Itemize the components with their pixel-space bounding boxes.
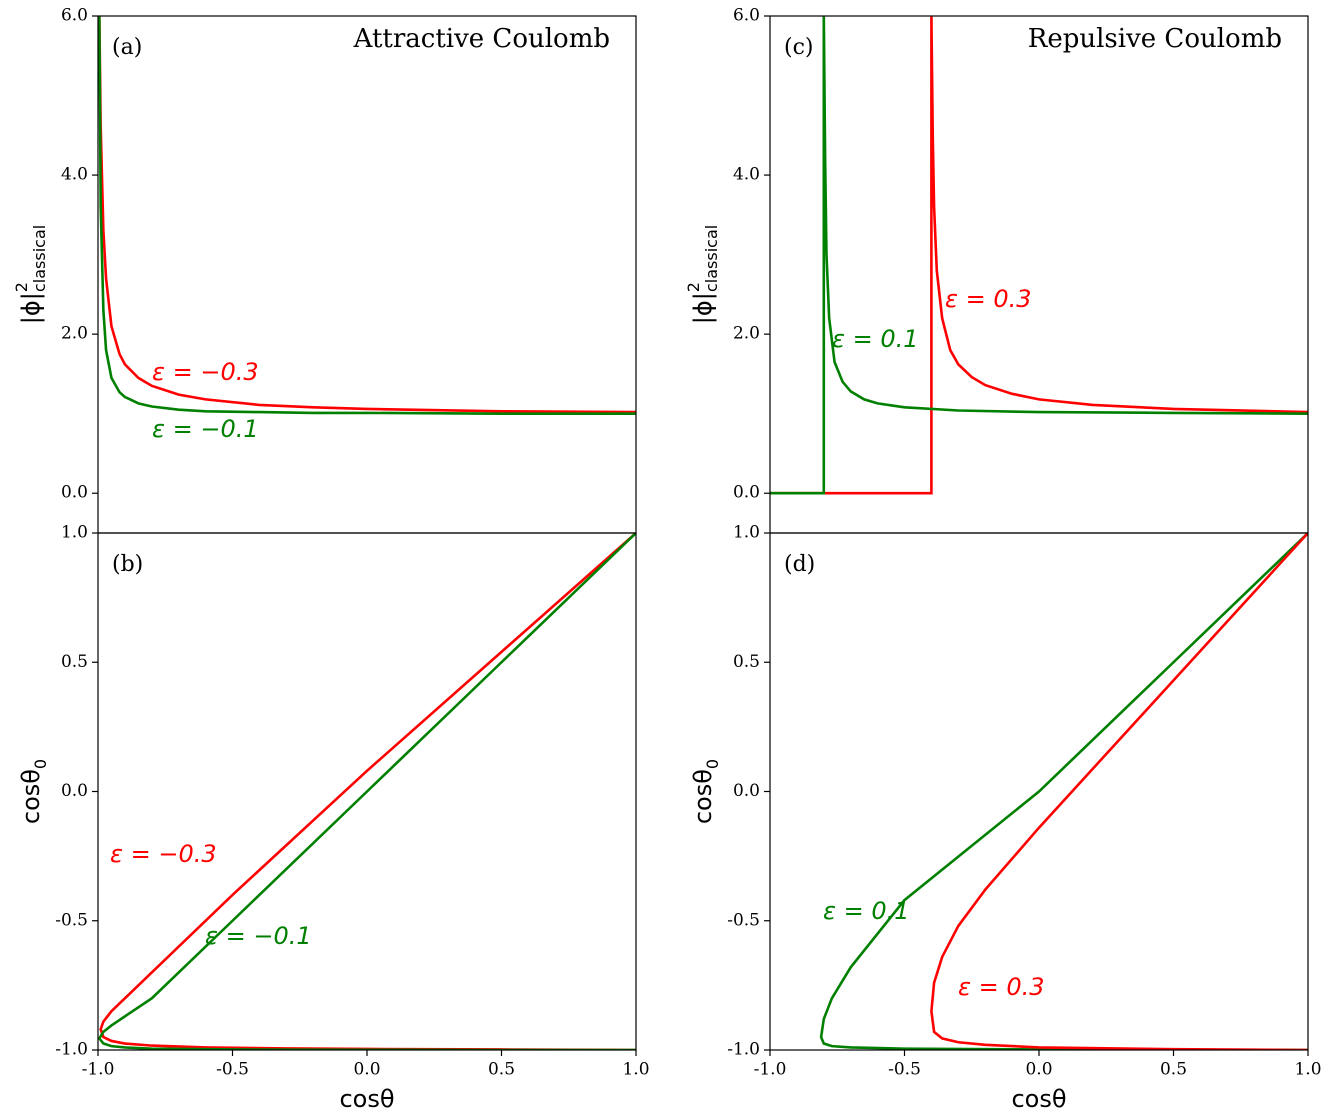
x-tick-label: -0.5 [888,1060,921,1080]
y-tick-label: 4.0 [733,165,760,185]
y-axis-label-part: 0 [703,759,722,769]
panel: 0.0 2.0 4.0 6.0 ε = 0.3 ε = 0.1 (c) Repulsive C… [684,6,1309,534]
y-tick-label: -1.0 [727,1040,760,1060]
y-axis-label-part: cosθ [689,769,717,824]
panel-title: Repulsive Coulomb [1028,24,1282,54]
y-axis-label-part: classical [702,225,721,292]
series-line [98,16,636,414]
y-tick-label: 2.0 [61,324,88,344]
y-axis-label: |ϕ|2classical [684,225,721,324]
panel-label: (c) [784,35,814,60]
series-line [770,16,1308,495]
y-tick-label: -0.5 [55,910,88,930]
frame [769,15,1309,534]
y-axis-label-part: classical [30,225,49,292]
frame [97,15,637,534]
series-line [930,533,1308,1050]
x-tick-label: 0.0 [353,1060,380,1080]
y-axis-label: cosθ0 [17,759,50,824]
panel-label: (d) [784,552,815,577]
panel-title: Attractive Coulomb [353,24,610,54]
frame [769,532,1309,1051]
y-axis-label: cosθ0 [689,759,722,824]
y-axis-label-part: |ϕ| [689,292,717,324]
y-tick-label: 0.0 [733,483,760,503]
x-tick-label: -1.0 [82,1060,115,1080]
y-tick-label: 0.5 [733,652,760,672]
x-tick-label: 0.0 [1025,1060,1052,1080]
x-axis-label: cosθ [1011,1085,1066,1113]
y-tick-label: -1.0 [55,1040,88,1060]
y-tick-label: 6.0 [61,6,88,26]
y-tick-label: 0.0 [61,781,88,801]
panel-label: (a) [112,35,142,60]
panel: 0.0 2.0 4.0 6.0 ε = −0.3 ε = −0.1 (a) Attractiv… [12,6,637,534]
series-line [98,16,636,415]
y-tick-label: 1.0 [733,523,760,543]
y-axis-label-part: 2 [684,282,703,292]
series-line [819,533,1308,1050]
panel: -1.0 -0.5 0.0 0.5 1.0 -1.0 -0.5 0.0 0.5 1.0 ε = −0… [17,523,650,1114]
series-label: ε = 0.3 [945,285,1032,313]
x-tick-label: 0.5 [488,1060,515,1080]
series-label: ε = 0.1 [823,897,910,925]
x-tick-label: 1.0 [622,1060,649,1080]
frame [97,532,637,1051]
x-tick-label: -1.0 [754,1060,787,1080]
y-tick-label: 6.0 [733,6,760,26]
series-label: ε = −0.3 [152,358,259,386]
y-axis-label-part: |ϕ| [17,292,45,324]
y-tick-label: 0.5 [61,652,88,672]
y-tick-label: 1.0 [61,523,88,543]
y-axis-label-part: 2 [12,282,31,292]
series-line [770,16,1308,495]
series-label: ε = −0.1 [152,415,259,443]
y-tick-label: 4.0 [61,165,88,185]
series-label: ε = 0.3 [958,973,1045,1001]
x-axis-label: cosθ [339,1085,394,1113]
x-tick-label: 0.5 [1160,1060,1187,1080]
series-label: ε = −0.3 [110,840,217,868]
y-axis-label-part: 0 [31,759,50,769]
x-tick-label: 1.0 [1294,1060,1321,1080]
y-axis-label-part: cosθ [17,769,45,824]
y-tick-label: 0.0 [61,483,88,503]
y-tick-label: -0.5 [727,910,760,930]
x-tick-label: -0.5 [216,1060,249,1080]
series-label: ε = −0.1 [205,922,312,950]
panel-label: (b) [112,552,143,577]
y-tick-label: 2.0 [733,324,760,344]
panel: -1.0 -0.5 0.0 0.5 1.0 -1.0 -0.5 0.0 0.5 1.0 ε = 0.… [689,523,1322,1114]
y-tick-label: 0.0 [733,781,760,801]
series-line [98,533,636,1050]
y-axis-label: |ϕ|2classical [12,225,49,324]
series-label: ε = 0.1 [832,325,919,353]
